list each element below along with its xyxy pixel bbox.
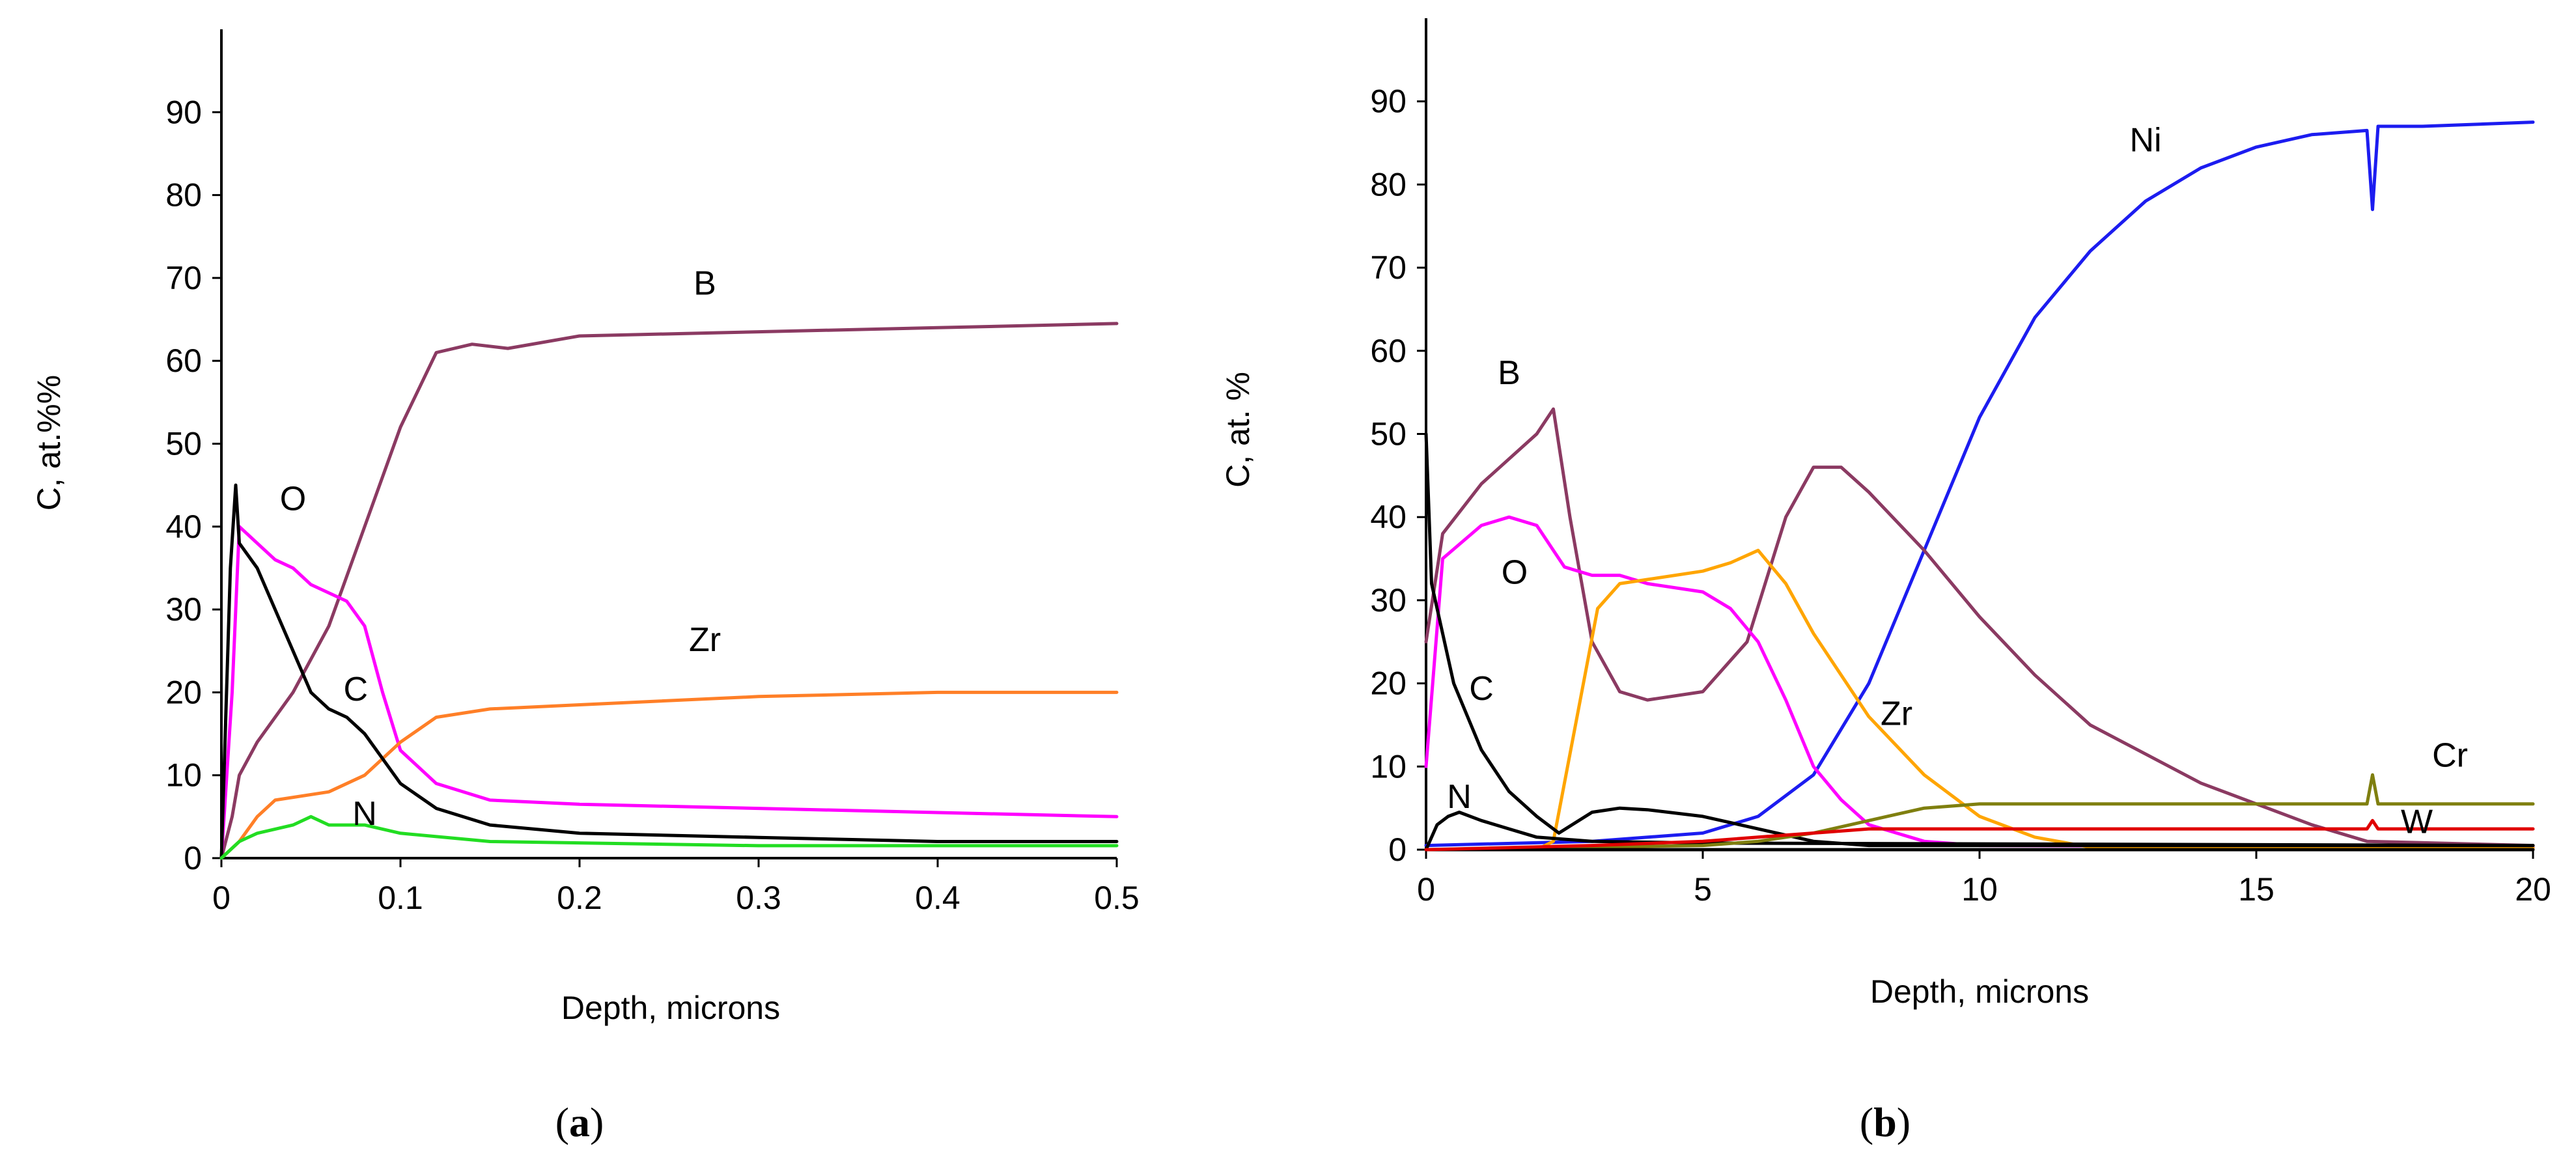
chart-a-series-labels: B O Zr C N [280, 264, 721, 833]
panel-tag-a: (a) [555, 1099, 604, 1145]
chart-a-label-c: C [343, 671, 368, 708]
chart-b-label-o: O [1502, 553, 1528, 591]
chart-a-label-b: B [693, 264, 716, 302]
chart-b-y-tick-label: 40 [1370, 499, 1407, 535]
chart-b-y-tick-label: 30 [1370, 582, 1407, 619]
chart-a-y-tick-label: 70 [165, 260, 202, 296]
chart-b-x-tick-label: 10 [1961, 871, 1998, 908]
chart-a-y-tick-label: 80 [165, 177, 202, 214]
chart-a-y-ticks: 0 10 20 30 40 50 60 70 80 90 [165, 94, 221, 876]
chart-b-series-cr [1424, 773, 2535, 852]
chart-a-x-tick-label: 0.5 [1094, 880, 1140, 916]
chart-b-y-tick-label: 20 [1370, 665, 1407, 702]
chart-b-y-tick-label: 80 [1370, 166, 1407, 202]
chart-b-label-b: B [1498, 354, 1520, 392]
chart-b-series [1424, 120, 2535, 852]
chart-b-label-zr: Zr [1881, 695, 1912, 732]
chart-b-x-tick-label: 15 [2238, 871, 2275, 908]
chart-a-y-tick-label: 90 [165, 94, 202, 130]
chart-a-series [219, 322, 1119, 860]
chart-b-x-tick-label: 0 [1417, 871, 1435, 908]
chart-a-x-label: Depth, microns [561, 990, 780, 1026]
chart-a-y-tick-label: 10 [165, 757, 202, 794]
chart-a-x-tick-label: 0.1 [378, 880, 423, 916]
chart-b-series-b [1424, 407, 2535, 848]
chart-a-series-n [219, 815, 1119, 860]
chart-panel-a: 0 10 20 30 40 50 60 70 80 90 0 0.1 0.2 0.3 0.4 0.5 B O Z… [31, 29, 1140, 1145]
chart-b-series-labels: Ni B O Zr C N Cr W [1447, 121, 2468, 841]
chart-a-y-label: C, at.%% [31, 375, 67, 510]
chart-b-series-ni [1424, 120, 2535, 848]
chart-b-y-tick-label: 50 [1370, 416, 1407, 453]
chart-b-label-n: N [1447, 778, 1472, 816]
chart-b-label-c: C [1469, 670, 1494, 708]
chart-b-y-tick-label: 10 [1370, 748, 1407, 785]
chart-b-series-e00000 [1424, 818, 2535, 852]
chart-a-y-tick-label: 30 [165, 591, 202, 628]
chart-b-x-label: Depth, microns [1870, 973, 2089, 1010]
chart-a-x-tick-label: 0.3 [736, 880, 781, 916]
chart-a-y-tick-label: 0 [184, 840, 202, 876]
chart-b-series-o [1424, 515, 2535, 849]
chart-b-y-label: C, at. % [1220, 372, 1256, 488]
panel-tag-b: (b) [1860, 1099, 1911, 1145]
chart-b-x-ticks: 0 5 10 15 20 [1417, 850, 2551, 908]
chart-b-y-tick-label: 0 [1388, 831, 1407, 868]
chart-a-label-zr: Zr [689, 621, 721, 659]
chart-a-x-tick-label: 0.4 [915, 880, 960, 916]
chart-a-x-ticks: 0 0.1 0.2 0.3 0.4 0.5 [212, 858, 1140, 916]
chart-a-label-n: N [352, 795, 377, 833]
chart-b-x-tick-label: 20 [2515, 871, 2551, 908]
chart-a-label-o: O [280, 480, 306, 518]
chart-b-y-ticks: 0 10 20 30 40 50 60 70 80 90 [1370, 83, 1426, 868]
chart-a-series-c [219, 483, 1119, 860]
chart-a-y-tick-label: 20 [165, 674, 202, 710]
chart-a-series-o [219, 525, 1119, 860]
chart-a-x-tick-label: 0.2 [557, 880, 602, 916]
chart-b-y-tick-label: 90 [1370, 83, 1407, 120]
chart-a-y-tick-label: 50 [165, 426, 202, 462]
chart-a-series-b [219, 322, 1119, 860]
chart-b-label-cr: Cr [2432, 736, 2468, 774]
chart-b-label-w: W [2401, 803, 2433, 841]
chart-a-y-tick-label: 40 [165, 508, 202, 545]
chart-a-y-tick-label: 60 [165, 342, 202, 379]
chart-a-x-tick-label: 0 [212, 880, 231, 916]
chart-b-x-tick-label: 5 [1694, 871, 1712, 908]
chart-b-series-zr [1424, 548, 2535, 852]
chart-b-y-tick-label: 60 [1370, 333, 1407, 369]
chart-a-series-zr [219, 690, 1119, 860]
chart-b-y-tick-label: 70 [1370, 249, 1407, 286]
chart-panel-b: 0 10 20 30 40 50 60 70 80 90 0 5 10 15 20 Ni B O Zr C N Cr W… [1220, 18, 2551, 1145]
chart-b-label-ni: Ni [2129, 121, 2161, 159]
